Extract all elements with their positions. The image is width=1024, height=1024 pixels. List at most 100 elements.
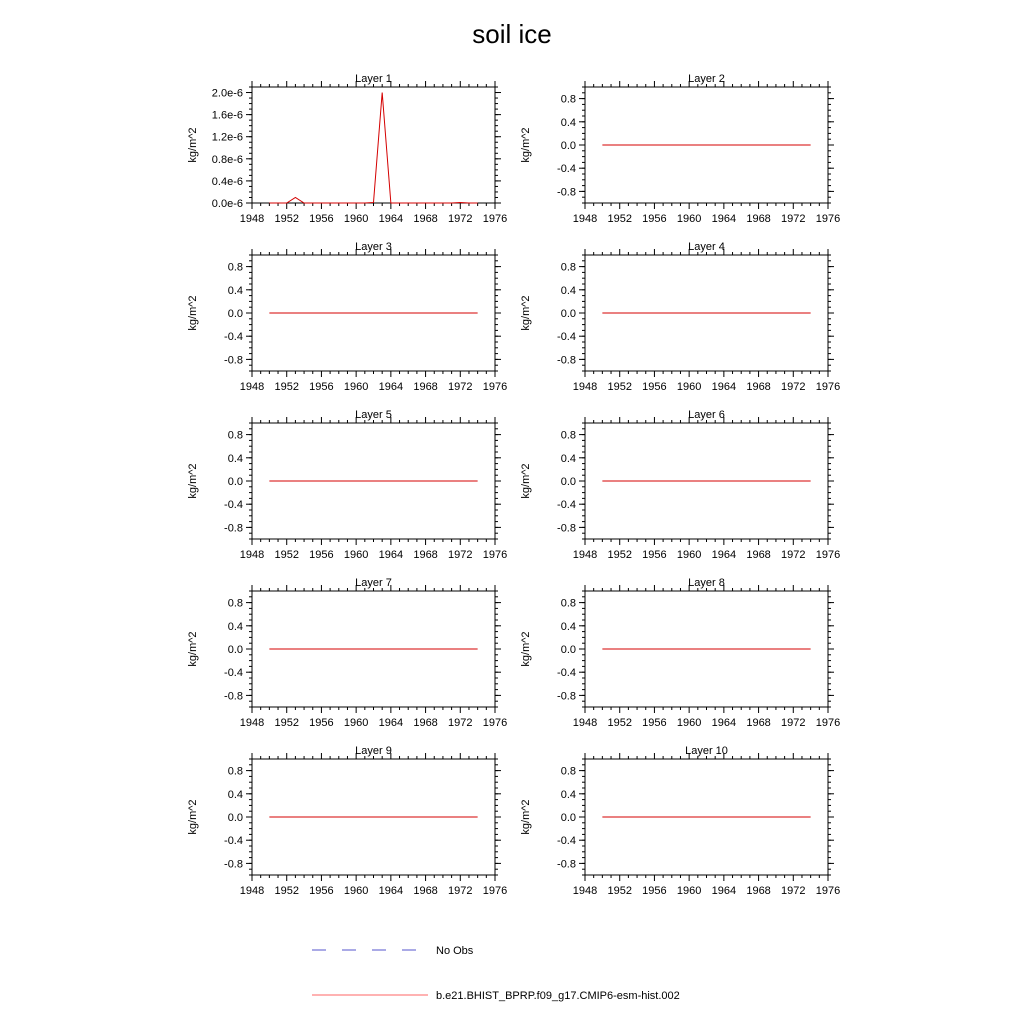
y-axis-label: kg/m^2 (520, 295, 532, 330)
y-axis-label: kg/m^2 (187, 127, 199, 162)
x-tick-label: 1960 (677, 885, 701, 897)
y-axis-label: kg/m^2 (187, 463, 199, 498)
y-tick-label: -0.8 (224, 690, 243, 702)
x-tick-label: 1972 (781, 381, 805, 393)
x-tick-label: 1956 (642, 717, 666, 729)
y-tick-label: -0.8 (557, 522, 576, 534)
x-tick-label: 1972 (781, 717, 805, 729)
y-tick-label: -0.4 (557, 667, 576, 679)
y-tick-label: -0.4 (224, 835, 243, 847)
y-tick-label: 0.4 (228, 453, 243, 465)
x-tick-label: 1952 (274, 213, 298, 225)
panel-layer-1: Layer 1 1948 1952 1956 1960 1964 1968 1972 1976 0… (187, 73, 507, 225)
x-tick-label: 1964 (712, 381, 736, 393)
x-tick-label: 1968 (746, 213, 770, 225)
y-axis-label: kg/m^2 (520, 799, 532, 834)
x-tick-label: 1968 (413, 381, 437, 393)
x-tick-label: 1948 (240, 549, 264, 561)
panel-layer-6: Layer 6 1948 1952 1956 1960 1964 1968 1972 1976 -… (520, 409, 840, 561)
x-tick-label: 1948 (240, 885, 264, 897)
x-tick-label: 1964 (379, 717, 403, 729)
panel-layer-2: Layer 2 1948 1952 1956 1960 1964 1968 1972 1976 -… (520, 73, 840, 225)
y-tick-label: 0.0 (228, 644, 243, 656)
x-tick-label: 1972 (781, 213, 805, 225)
x-tick-label: 1948 (573, 549, 597, 561)
panel-title: Layer 8 (688, 577, 725, 589)
y-tick-label: 0.8 (561, 262, 576, 274)
x-tick-label: 1976 (816, 549, 840, 561)
x-tick-label: 1972 (781, 885, 805, 897)
y-tick-label: 0.8 (561, 766, 576, 778)
y-tick-label: -0.8 (557, 858, 576, 870)
x-tick-label: 1972 (781, 549, 805, 561)
x-tick-label: 1960 (344, 381, 368, 393)
panel-layer-3: Layer 3 1948 1952 1956 1960 1964 1968 1972 1976 -… (187, 241, 507, 393)
x-tick-label: 1948 (573, 213, 597, 225)
panel-layer-10: Layer 10 1948 1952 1956 1960 1964 1968 1972 1976… (520, 745, 840, 897)
y-tick-label: -0.4 (224, 331, 243, 343)
y-axis-label: kg/m^2 (520, 127, 532, 162)
y-tick-label: -0.8 (224, 354, 243, 366)
y-tick-label: 0.0 (561, 308, 576, 320)
y-tick-label: -0.8 (557, 690, 576, 702)
y-tick-label: 0.0 (561, 476, 576, 488)
y-tick-label: -0.4 (557, 499, 576, 511)
y-tick-label: 0.4 (561, 117, 576, 129)
y-tick-label: 0.8 (561, 94, 576, 106)
x-tick-label: 1976 (483, 885, 507, 897)
y-axis-label: kg/m^2 (520, 631, 532, 666)
x-tick-label: 1952 (274, 381, 298, 393)
x-tick-label: 1972 (448, 549, 472, 561)
panel-layer-9: Layer 9 1948 1952 1956 1960 1964 1968 1972 1976 -… (187, 745, 507, 897)
y-tick-label: 0.4 (228, 621, 243, 633)
y-tick-label: 0.0 (228, 308, 243, 320)
panel-title: Layer 2 (688, 73, 725, 85)
x-tick-label: 1968 (746, 717, 770, 729)
y-tick-label: -0.4 (557, 835, 576, 847)
x-tick-label: 1956 (309, 885, 333, 897)
y-tick-label: 0.4 (561, 621, 576, 633)
x-tick-label: 1976 (816, 213, 840, 225)
y-tick-label: 0.4e-6 (212, 176, 243, 188)
x-tick-label: 1948 (573, 717, 597, 729)
x-tick-label: 1948 (240, 717, 264, 729)
y-tick-label: 0.0 (561, 812, 576, 824)
y-axis-label: kg/m^2 (187, 295, 199, 330)
x-tick-label: 1952 (607, 717, 631, 729)
series-line (269, 92, 478, 204)
x-tick-label: 1964 (712, 213, 736, 225)
y-tick-label: -0.4 (224, 667, 243, 679)
x-tick-label: 1952 (607, 213, 631, 225)
x-tick-label: 1956 (309, 717, 333, 729)
x-tick-label: 1976 (483, 717, 507, 729)
x-tick-label: 1964 (712, 885, 736, 897)
y-tick-label: 0.0 (228, 812, 243, 824)
y-tick-label: 1.2e-6 (212, 132, 243, 144)
plot-frame (251, 86, 496, 204)
x-tick-label: 1964 (379, 381, 403, 393)
legend-obs-label: No Obs (436, 945, 474, 957)
y-tick-label: 1.6e-6 (212, 110, 243, 122)
x-tick-label: 1968 (746, 549, 770, 561)
x-tick-label: 1960 (677, 717, 701, 729)
y-tick-label: -0.8 (557, 354, 576, 366)
x-tick-label: 1960 (677, 549, 701, 561)
x-tick-label: 1952 (607, 381, 631, 393)
x-tick-label: 1960 (344, 213, 368, 225)
y-axis-label: kg/m^2 (187, 631, 199, 666)
x-tick-label: 1964 (379, 549, 403, 561)
x-tick-label: 1964 (712, 717, 736, 729)
y-tick-label: 0.4 (561, 453, 576, 465)
x-tick-label: 1952 (607, 549, 631, 561)
y-tick-label: 0.4 (228, 285, 243, 297)
x-tick-label: 1976 (816, 885, 840, 897)
x-tick-label: 1956 (642, 381, 666, 393)
y-tick-label: 0.4 (228, 789, 243, 801)
x-tick-label: 1976 (483, 381, 507, 393)
x-tick-label: 1976 (816, 381, 840, 393)
x-tick-label: 1948 (573, 885, 597, 897)
x-tick-label: 1948 (573, 381, 597, 393)
y-tick-label: 0.4 (561, 789, 576, 801)
panel-title: Layer 9 (355, 745, 392, 757)
